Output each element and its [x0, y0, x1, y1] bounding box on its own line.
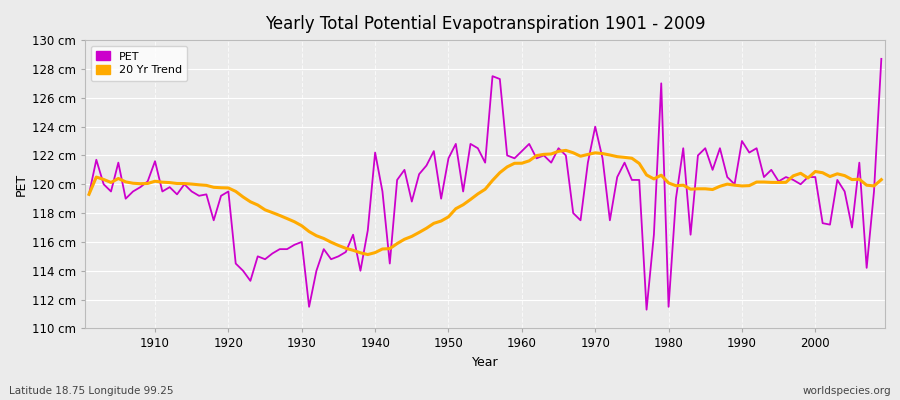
20 Yr Trend — [303, 229, 314, 234]
Title: Yearly Total Potential Evapotranspiration 1901 - 2009: Yearly Total Potential Evapotranspiratio… — [265, 15, 706, 33]
Text: Latitude 18.75 Longitude 99.25: Latitude 18.75 Longitude 99.25 — [9, 386, 174, 396]
PET — [303, 304, 314, 309]
X-axis label: Year: Year — [472, 356, 499, 369]
20 Yr Trend — [517, 161, 527, 166]
PET — [517, 149, 527, 154]
20 Yr Trend — [347, 248, 358, 253]
20 Yr Trend — [619, 155, 630, 160]
20 Yr Trend — [84, 192, 94, 197]
Y-axis label: PET: PET — [15, 173, 28, 196]
20 Yr Trend — [524, 158, 535, 163]
PET — [142, 179, 153, 184]
PET — [641, 307, 652, 312]
20 Yr Trend — [363, 252, 374, 257]
PET — [347, 232, 358, 237]
20 Yr Trend — [561, 148, 572, 153]
20 Yr Trend — [142, 181, 153, 186]
PET — [84, 192, 94, 197]
Text: worldspecies.org: worldspecies.org — [803, 386, 891, 396]
PET — [876, 56, 886, 61]
Legend: PET, 20 Yr Trend: PET, 20 Yr Trend — [91, 46, 187, 81]
20 Yr Trend — [876, 177, 886, 182]
Line: PET: PET — [89, 59, 881, 310]
PET — [509, 156, 520, 161]
Line: 20 Yr Trend: 20 Yr Trend — [89, 150, 881, 254]
PET — [605, 218, 616, 223]
